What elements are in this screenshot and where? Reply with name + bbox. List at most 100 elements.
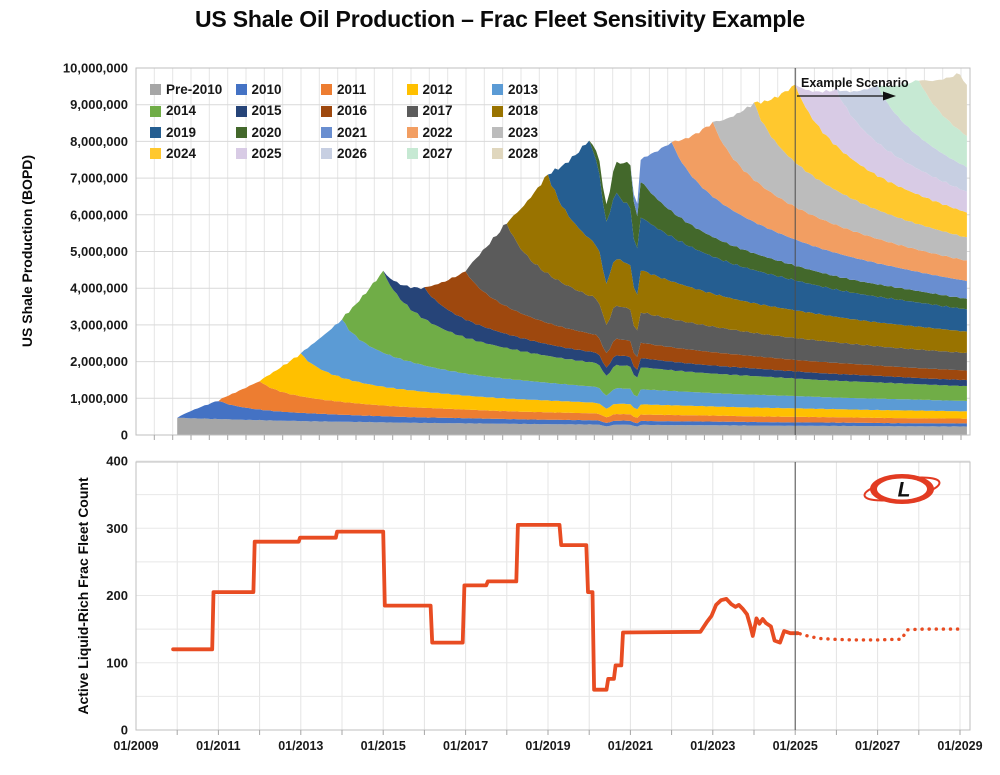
fleet-y-tick-label: 300 [106, 521, 128, 536]
legend-swatch-2015 [235, 105, 247, 117]
series-band-2020 [177, 140, 967, 418]
fleet-y-tick-label: 100 [106, 655, 128, 670]
legend-label: 2025 [251, 146, 282, 162]
logo-inner [877, 478, 927, 500]
fleet-line-solid [171, 523, 800, 692]
fleet-y-tick-label: 0 [121, 723, 128, 738]
production-plot-border [135, 67, 971, 436]
fleet-plot-border [135, 461, 971, 731]
legend-label: Pre-2010 [166, 81, 223, 97]
legend-item-2028: 2028 [492, 143, 578, 164]
legend-item-2012: 2012 [406, 79, 493, 100]
production-y-tick-label: 8,000,000 [70, 134, 128, 149]
liberty-logo: L [863, 474, 941, 504]
production-y-tick-label: 10,000,000 [63, 61, 128, 76]
scenario-annotation-arrowhead [883, 91, 896, 101]
x-axis-label: 01/2009 [113, 739, 158, 753]
legend-swatch-2013 [492, 84, 503, 96]
legend-label: 2028 [508, 146, 539, 162]
legend-item-2016: 2016 [321, 100, 407, 121]
x-axis-label: 01/2021 [608, 739, 653, 753]
legend-label: 2024 [166, 146, 197, 162]
legend-label: 2010 [251, 81, 282, 97]
legend-swatch-2016 [321, 105, 332, 117]
legend-label: 2019 [166, 124, 197, 140]
production-y-axis-title: US Shale Production (BOPD) [19, 155, 35, 347]
logo-letter: L [898, 479, 911, 502]
legend-swatch-2012 [406, 84, 418, 96]
page-title: US Shale Oil Production – Frac Fleet Sen… [195, 6, 805, 32]
legend-label: 2014 [166, 103, 197, 119]
legend-swatch-2011 [321, 84, 332, 96]
legend-label: 2023 [508, 124, 539, 140]
legend-label: 2015 [251, 103, 282, 119]
legend-item-2027: 2027 [406, 143, 493, 164]
legend-swatch-2025 [235, 148, 247, 160]
production-x-ticks [153, 435, 962, 440]
legend-label: 2013 [508, 81, 539, 97]
production-y-tick-label: 5,000,000 [70, 244, 128, 259]
legend-swatch-2018 [492, 105, 503, 117]
legend-item-2015: 2015 [235, 100, 322, 121]
legend-label: 2017 [422, 103, 453, 119]
legend-swatch-2017 [406, 105, 418, 117]
series-band-2012 [177, 353, 967, 419]
fleet-x-ticks [176, 730, 961, 735]
production-y-tick-label: 2,000,000 [70, 354, 128, 369]
x-axis-label: 01/2023 [690, 739, 735, 753]
legend-item-2010: 2010 [235, 79, 322, 100]
legend-swatch-2022 [406, 126, 418, 138]
legend-label: 2020 [251, 124, 282, 140]
x-axis-label: 01/2015 [361, 739, 406, 753]
series-band-2016 [177, 270, 967, 418]
legend-item-2018: 2018 [492, 100, 578, 121]
series-band-2019 [177, 140, 967, 418]
legend-item-2011: 2011 [321, 79, 407, 100]
x-axis-label: 01/2029 [937, 739, 982, 753]
legend-label: 2018 [508, 103, 539, 119]
legend-swatch-2021 [321, 126, 332, 138]
legend-label: 2027 [422, 146, 453, 162]
legend-swatch-Pre-2010 [150, 84, 161, 96]
legend-item-2013: 2013 [492, 79, 578, 100]
series-band-2023 [177, 102, 967, 418]
series-band-2017 [177, 223, 967, 418]
production-y-tick-label: 9,000,000 [70, 97, 128, 112]
legend-label: 2012 [422, 81, 453, 97]
series-band-Pre-2010 [177, 417, 967, 435]
legend-label: 2011 [337, 81, 367, 97]
legend-swatch-2026 [321, 148, 332, 160]
series-band-2022 [177, 121, 967, 418]
legend-swatch-2027 [406, 148, 418, 160]
legend-swatch-2010 [235, 84, 247, 96]
production-y-tick-label: 0 [121, 428, 128, 443]
fleet-y-tick-label: 400 [106, 454, 128, 469]
fleet-grid [136, 460, 970, 730]
fleet-y-tick-label: 200 [106, 588, 128, 603]
legend-item-2023: 2023 [492, 122, 578, 143]
legend-swatch-2024 [150, 148, 161, 160]
fleet-y-axis-title: Active Liquid-Rich Frac Fleet Count [75, 477, 91, 715]
x-axis-label: 01/2011 [196, 739, 241, 753]
legend-item-2017: 2017 [406, 100, 493, 121]
production-y-tick-label: 4,000,000 [70, 281, 128, 296]
series-band-2026 [177, 84, 967, 418]
legend-item-2026: 2026 [321, 143, 407, 164]
x-axis-label: 01/2017 [443, 739, 488, 753]
x-axis-label: 01/2019 [525, 739, 570, 753]
fleet-line-dotted [798, 627, 960, 642]
series-band-2014 [177, 270, 967, 418]
scenario-annotation-label: Example Scenario [801, 76, 909, 90]
legend-item-Pre-2010: Pre-2010 [150, 79, 236, 100]
legend-item-2022: 2022 [406, 122, 493, 143]
x-axis-label: 01/2013 [278, 739, 323, 753]
legend-swatch-2023 [492, 126, 503, 138]
legend-swatch-2019 [150, 126, 161, 138]
production-legend: Pre-2010 2010 2011 2012 2013 2014 2015 2016 2017… [150, 79, 578, 165]
series-band-2011 [177, 381, 967, 424]
legend-label: 2021 [337, 124, 368, 140]
production-y-tick-label: 1,000,000 [70, 391, 128, 406]
x-axis-label: 01/2027 [855, 739, 900, 753]
